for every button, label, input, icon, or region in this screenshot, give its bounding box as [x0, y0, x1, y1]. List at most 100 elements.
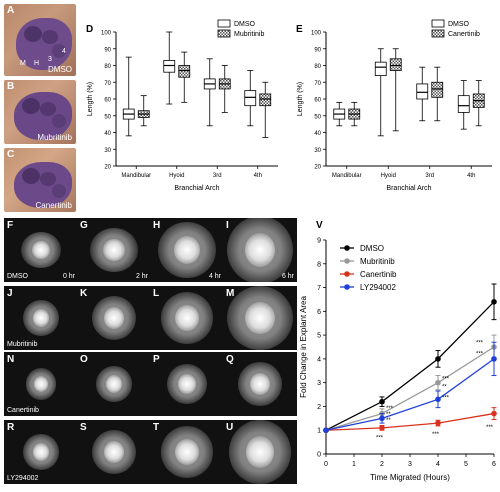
significance-annotation: ***	[442, 376, 450, 382]
significance-annotation: **	[386, 412, 391, 418]
y-tick-label: 30	[104, 148, 111, 154]
series-line-dmso	[325, 301, 495, 431]
y-tick-label: 60	[104, 98, 111, 104]
explant-core	[175, 305, 199, 331]
legend-label: Mubritinib	[360, 257, 395, 266]
y-tick-label: 40	[104, 131, 111, 137]
explant-image: P	[150, 352, 224, 416]
data-point	[491, 356, 497, 362]
x-axis-label: Branchial Arch	[174, 185, 219, 192]
explant-core	[34, 376, 48, 392]
legend-swatch	[431, 29, 445, 38]
x-tick-label: 4	[436, 461, 440, 468]
significance-annotation: **	[386, 418, 391, 424]
legend-marker	[344, 258, 350, 264]
y-tick-label: 100	[101, 31, 112, 37]
y-tick-label: 80	[314, 64, 321, 70]
explant-core	[33, 443, 49, 461]
x-axis-label: Branchial Arch	[386, 185, 431, 192]
panel-label-e: E	[296, 24, 303, 35]
box-dmso	[244, 90, 257, 107]
legend-marker	[344, 271, 350, 277]
y-tick-label: 70	[314, 81, 321, 87]
x-tick-label: 3rd	[425, 173, 434, 179]
boxplot-chart-d: 20 30 40 50 60 70 80 90 100 Length (%) Mandibular H…	[87, 19, 278, 192]
legend-marker	[344, 284, 350, 290]
legend-label: DMSO	[448, 21, 470, 28]
y-tick-label: 90	[314, 47, 321, 53]
panel-label-r: R	[7, 422, 15, 433]
significance-annotation: ***	[476, 351, 484, 357]
legend-label: Canertinib	[360, 270, 397, 279]
legend-swatch	[217, 29, 231, 38]
explant-core	[106, 375, 122, 393]
explant-core	[245, 233, 275, 267]
time-label: 4 hr	[208, 273, 221, 280]
legend-label: LY294002	[360, 283, 396, 292]
panel-label-q: Q	[226, 354, 234, 365]
y-axis-label: Fold Change in Explant Area	[299, 296, 308, 398]
treatment-label: Mubritinib	[7, 341, 38, 348]
y-tick-label: 30	[314, 148, 321, 154]
embryo-mark-m: M	[20, 60, 26, 67]
y-tick-label: 8	[317, 261, 321, 268]
significance-annotation: ***	[376, 436, 384, 442]
embryo-image-dmso: A M H 3 4 DMSO	[4, 4, 76, 76]
x-tick-label: 6	[492, 461, 496, 468]
explant-core	[178, 374, 196, 394]
panel-label-i: I	[226, 220, 229, 231]
explant-core	[104, 441, 124, 463]
x-tick-label: 4th	[254, 173, 262, 179]
box-canertinib	[389, 58, 402, 71]
box-dmso	[416, 83, 429, 100]
explant-image: N Canertinib	[4, 352, 78, 416]
explant-core	[245, 302, 275, 334]
legend-label: Mubritinib	[234, 31, 264, 38]
embryo-mark-4: 4	[62, 48, 66, 55]
y-tick-label: 20	[314, 165, 321, 171]
y-tick-label: 20	[104, 165, 111, 171]
treatment-label: Canertinib	[7, 407, 39, 414]
legend-label: Canertinib	[448, 31, 480, 38]
explant-image: U	[223, 420, 297, 484]
explant-image: G 2 hr	[77, 218, 151, 282]
embryo-mark-3: 3	[48, 56, 52, 63]
box-canertinib	[431, 81, 444, 98]
data-point	[491, 410, 497, 417]
series-line-ly294002	[325, 358, 495, 431]
explant-core	[174, 236, 200, 264]
explant-core	[103, 239, 125, 261]
x-tick-label: 0	[324, 461, 328, 468]
explant-image: Q	[223, 352, 297, 416]
panel-label-p: P	[153, 354, 160, 365]
explant-core	[175, 439, 199, 465]
panel-label-v: V	[316, 220, 323, 231]
series-line-canertinib	[325, 412, 495, 431]
panel-label-o: O	[80, 354, 88, 365]
significance-annotation: ***	[386, 406, 394, 412]
y-tick-label: 2	[317, 404, 321, 411]
y-tick-label: 6	[317, 309, 321, 316]
legend-swatch	[431, 19, 445, 28]
y-axis-label: Length (%)	[87, 82, 94, 116]
explant-image: F 0 hr DMSO	[4, 218, 78, 282]
x-tick-label: Hyoid	[381, 173, 396, 179]
legend-label: DMSO	[360, 244, 384, 253]
legend-swatch	[217, 19, 231, 28]
y-tick-label: 40	[314, 131, 321, 137]
explant-image: H 4 hr	[150, 218, 224, 282]
x-tick-label: Hyoid	[169, 173, 184, 179]
x-axis-label: Time Migrated (Hours)	[370, 473, 450, 482]
x-tick-label: 5	[464, 461, 468, 468]
panel-label-g: G	[80, 220, 88, 231]
time-label: 2 hr	[135, 273, 148, 280]
explant-image: M	[223, 286, 297, 350]
x-tick-label: 3rd	[213, 173, 222, 179]
x-tick-label: Mandibular	[332, 173, 362, 179]
data-point	[379, 415, 385, 422]
y-tick-label: 4	[317, 356, 321, 363]
significance-annotation: **	[442, 385, 447, 391]
embryo-label-mubritinib: Mubritinib	[37, 133, 72, 142]
series-line-mubritinib	[325, 346, 495, 431]
x-tick-label: 2	[380, 461, 384, 468]
